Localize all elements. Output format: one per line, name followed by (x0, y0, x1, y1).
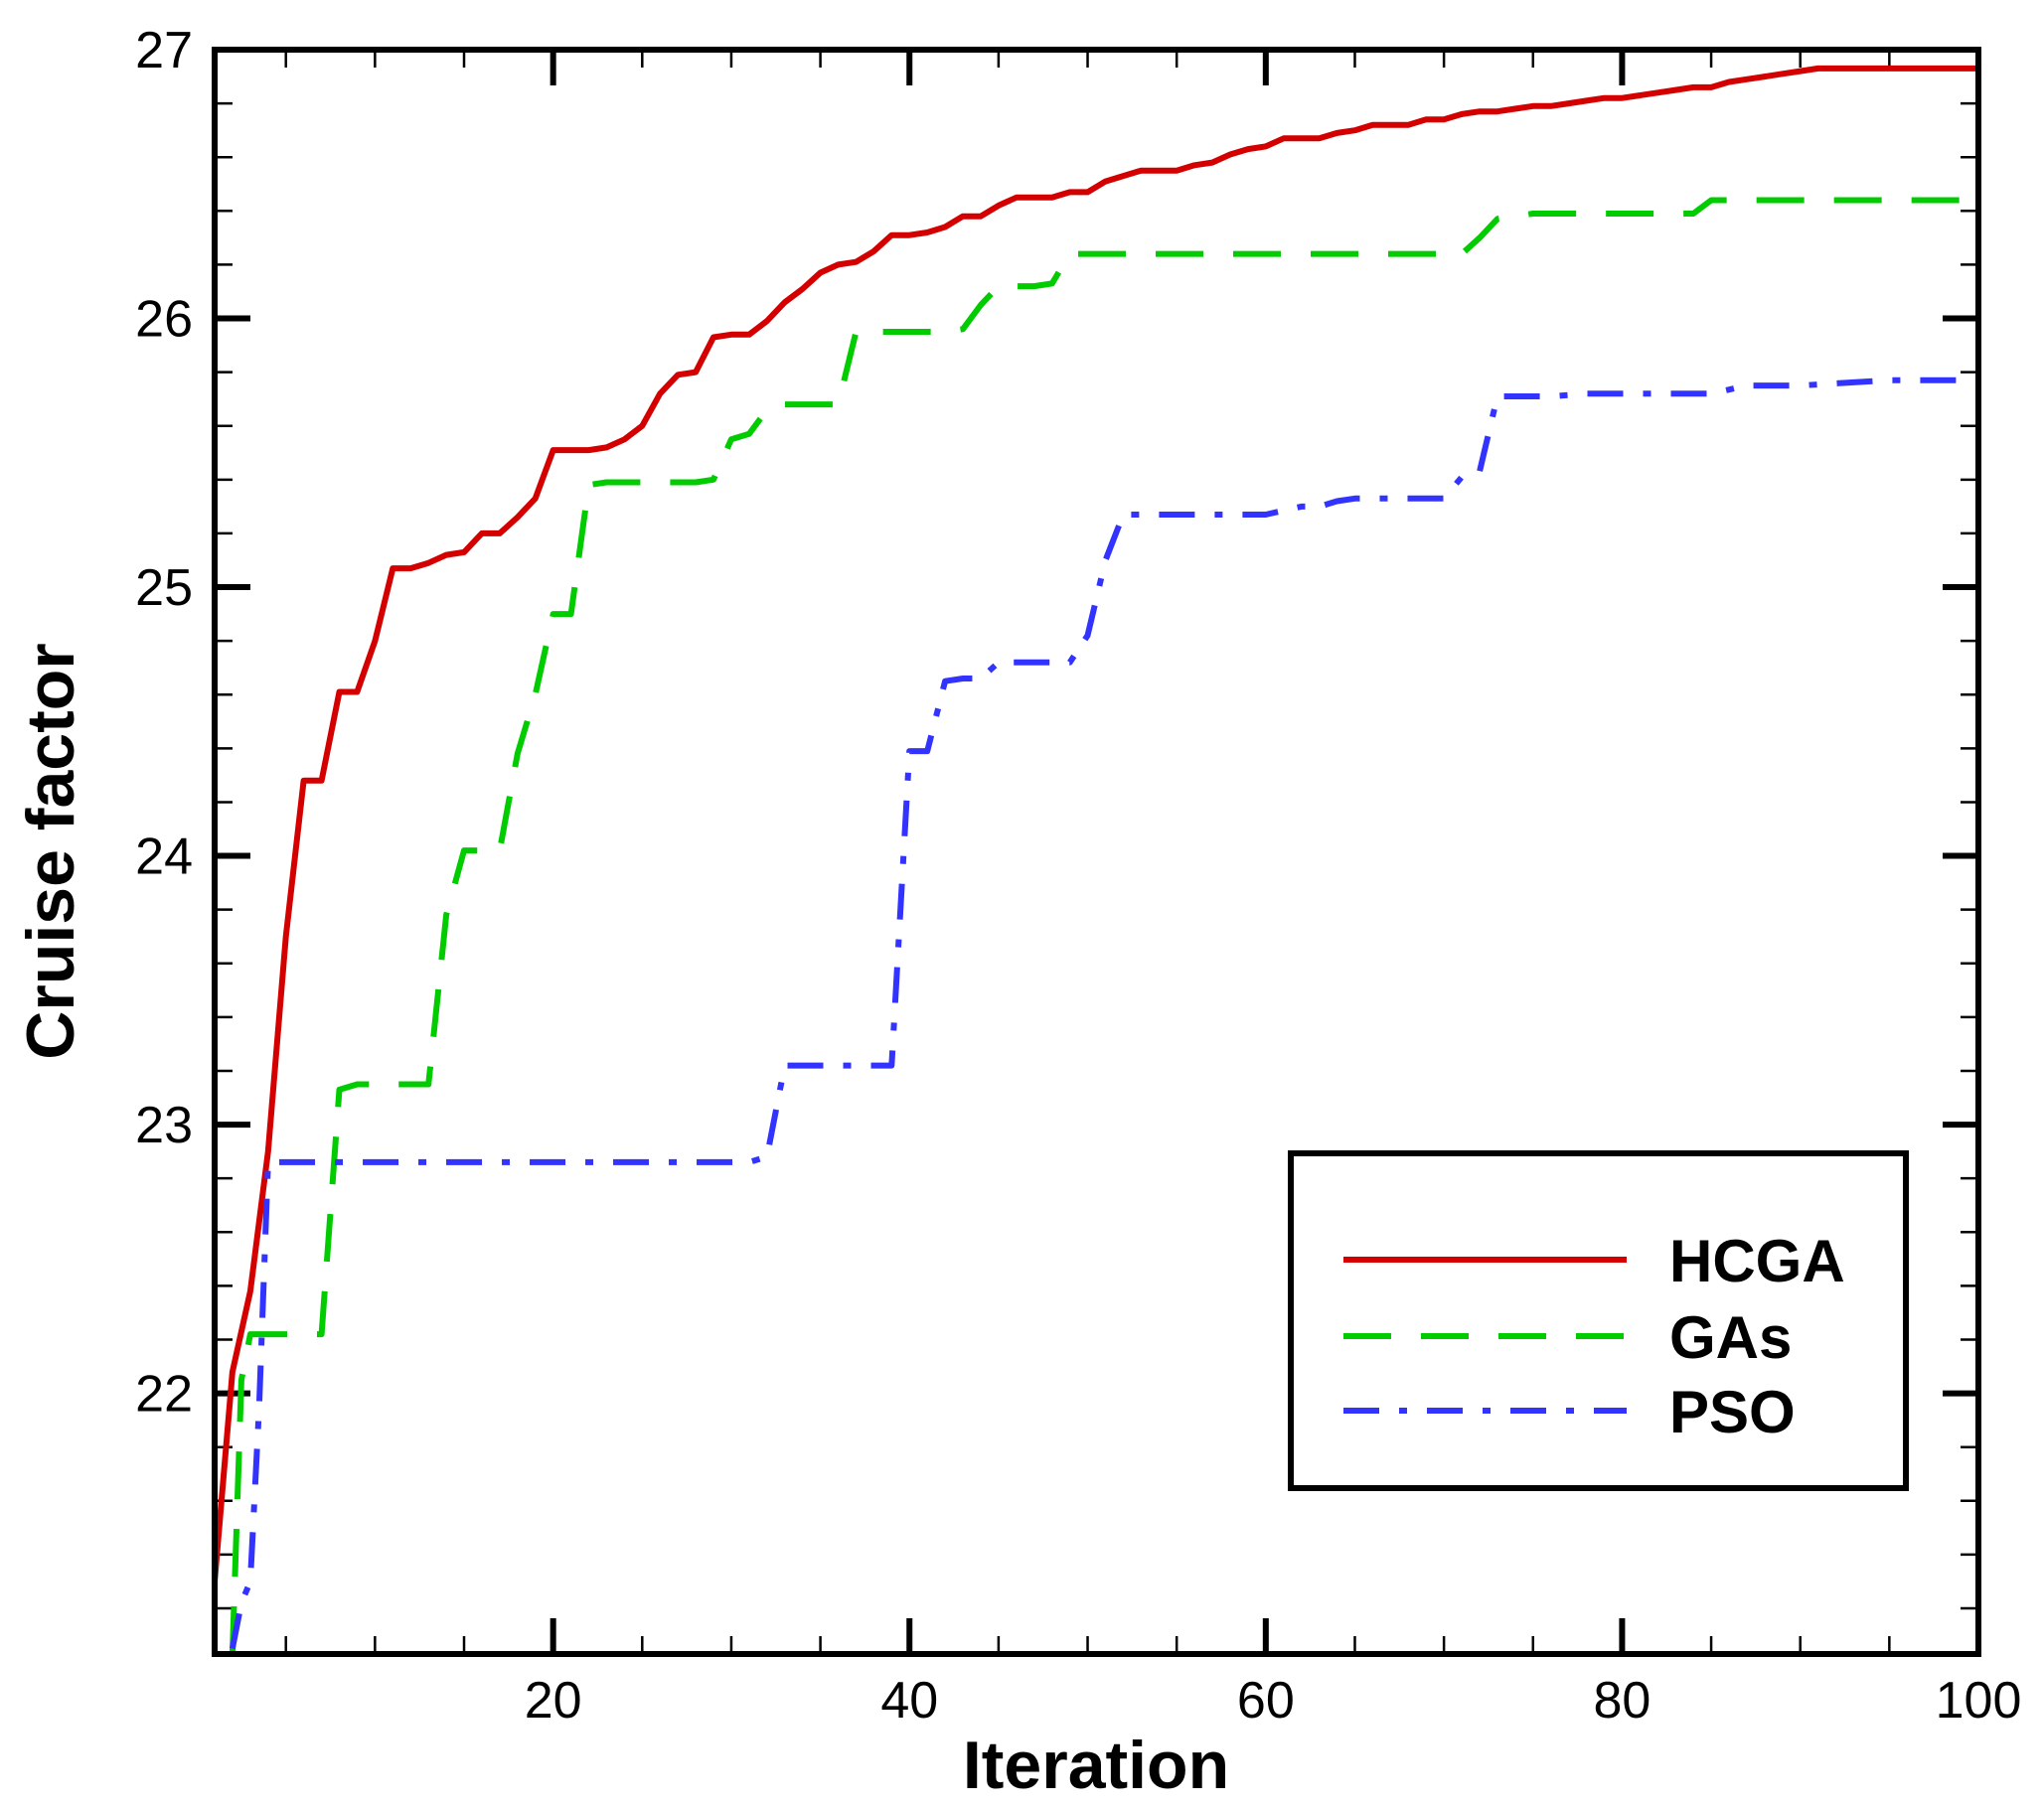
y-tick-label: 25 (135, 559, 193, 617)
legend: HCGA GAs PSO (1288, 1150, 1909, 1491)
series-line-gas (229, 197, 1978, 1655)
legend-label-pso: PSO (1669, 1379, 1796, 1445)
legend-label-gas: GAs (1669, 1304, 1792, 1371)
legend-label-hcga: HCGA (1669, 1228, 1845, 1294)
series-line-hcga (212, 65, 1978, 1582)
tick-labels: 20 40 60 80 100 22 23 24 25 26 27 (135, 22, 2021, 1730)
y-tick-label: 22 (135, 1366, 193, 1424)
x-tick-label: 80 (1593, 1672, 1651, 1730)
legend-box (1288, 1150, 1909, 1491)
y-tick-label: 26 (135, 291, 193, 349)
x-tick-label: 100 (1936, 1672, 2022, 1730)
plot-series (212, 65, 1978, 1655)
series-line-pso (229, 377, 1978, 1650)
x-axis-title: Iteration (963, 1728, 1229, 1803)
y-axis-title: Cruise factor (13, 643, 88, 1059)
x-tick-label: 60 (1237, 1672, 1295, 1730)
plot-frame (212, 47, 1981, 1657)
y-tick-label: 27 (135, 22, 193, 79)
x-tick-label: 20 (525, 1672, 582, 1730)
y-tick-label: 24 (135, 829, 193, 886)
y-tick-label: 23 (135, 1097, 193, 1154)
x-tick-label: 40 (880, 1672, 938, 1730)
